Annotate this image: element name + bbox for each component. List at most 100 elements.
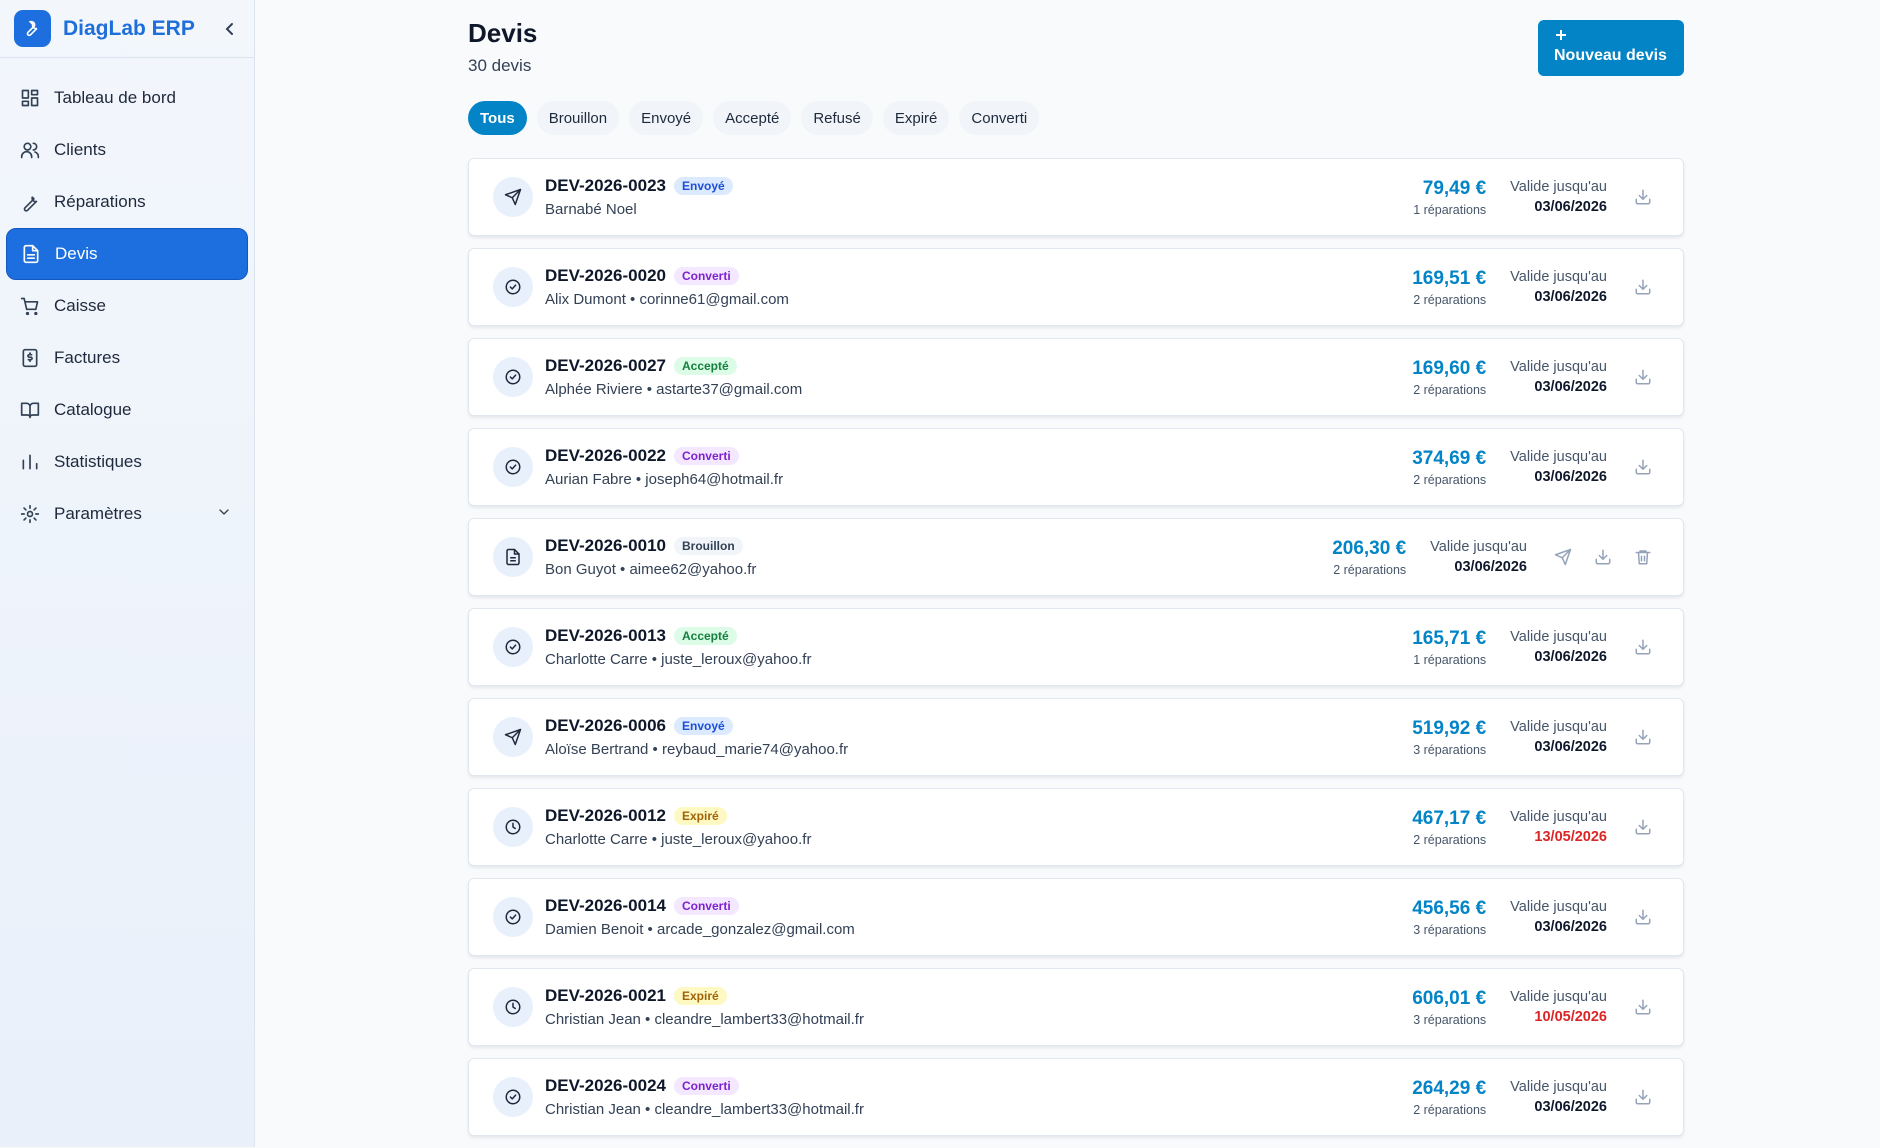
download-button[interactable] [1623, 987, 1663, 1027]
validity: Valide jusqu'au 13/05/2026 [1510, 809, 1607, 845]
nav-item[interactable]: Catalogue [6, 384, 248, 436]
quote-list: DEV-2026-0023 Envoyé Barnabé Noel 79,49 € 1 … [468, 158, 1684, 1148]
download-button[interactable] [1623, 447, 1663, 487]
quote-info: DEV-2026-0012 Expiré Charlotte Carre • jus… [545, 806, 1412, 848]
brand-logo [14, 10, 51, 47]
status-icon [493, 447, 533, 487]
repair-count: 1 réparations [1413, 652, 1487, 667]
valid-label: Valide jusqu'au [1510, 809, 1607, 825]
status-icon [493, 1077, 533, 1117]
nav-item[interactable]: Réparations [6, 176, 248, 228]
filter-tab[interactable]: Brouillon [536, 101, 620, 135]
filter-tab[interactable]: Converti [959, 101, 1040, 135]
actions [1623, 987, 1663, 1027]
nav-item[interactable]: Clients [6, 124, 248, 176]
filter-tab[interactable]: Expiré [882, 101, 950, 135]
quote-card[interactable]: DEV-2026-0022 Converti Aurian Fabre • jose… [468, 428, 1684, 506]
download-button[interactable] [1623, 897, 1663, 937]
quote-number: DEV-2026-0014 [545, 896, 666, 915]
nav-item[interactable]: Factures [6, 332, 248, 384]
quote-card[interactable]: DEV-2026-0014 Converti Damien Benoit • arc… [468, 878, 1684, 956]
valid-label: Valide jusqu'au [1510, 719, 1607, 735]
repair-count: 2 réparations [1333, 562, 1407, 577]
quote-info: DEV-2026-0022 Converti Aurian Fabre • jose… [545, 446, 1412, 488]
quote-number: DEV-2026-0013 [545, 626, 666, 645]
quote-card[interactable]: DEV-2026-0027 Accepté Alphée Riviere • ast… [468, 338, 1684, 416]
nav: Tableau de bord Clients Réparations Devis Ca… [0, 58, 254, 540]
quote-header: DEV-2026-0013 Accepté [545, 626, 1412, 646]
icon [505, 279, 521, 295]
download-button[interactable] [1623, 267, 1663, 307]
quote-card[interactable]: DEV-2026-0012 Expiré Charlotte Carre • jus… [468, 788, 1684, 866]
quote-number: DEV-2026-0021 [545, 986, 666, 1005]
status-badge: Converti [673, 897, 739, 915]
client-contact: Barnabé Noel [545, 201, 637, 218]
actions [1623, 447, 1663, 487]
quote-number: DEV-2026-0024 [545, 1076, 666, 1095]
quote-header: DEV-2026-0006 Envoyé [545, 716, 1412, 736]
filter-tabs: Tous Brouillon Envoyé Accepté Refusé Expiré Co… [468, 101, 1040, 135]
icon [1635, 189, 1651, 205]
nav-item[interactable]: Statistiques [6, 436, 248, 488]
download-button[interactable] [1623, 627, 1663, 667]
valid-date: 03/06/2026 [1454, 559, 1527, 575]
status-badge: Expiré [673, 987, 727, 1005]
quote-header: DEV-2026-0020 Converti [545, 266, 1412, 286]
repair-count: 3 réparations [1413, 742, 1487, 757]
icon [20, 402, 40, 419]
nav-item[interactable]: Devis [6, 228, 248, 280]
icon [23, 244, 39, 264]
download-button[interactable] [1583, 537, 1623, 577]
repair-count: 2 réparations [1413, 1102, 1487, 1117]
client-contact: Damien Benoit • arcade_gonzalez@gmail.co… [545, 921, 855, 938]
icon [1595, 549, 1611, 565]
filter-tab[interactable]: Accepté [713, 101, 792, 135]
delete-button[interactable] [1623, 537, 1663, 577]
repair-count: 3 réparations [1413, 1012, 1487, 1027]
valid-label: Valide jusqu'au [1510, 449, 1607, 465]
amount: 467,17 € [1412, 807, 1487, 829]
nav-item[interactable]: Tableau de bord [6, 72, 248, 124]
send-button[interactable] [1543, 537, 1583, 577]
filter-tab[interactable]: Envoyé [629, 101, 704, 135]
nav-item[interactable]: Caisse [6, 280, 248, 332]
quote-count: 30 devis [468, 56, 532, 75]
nav-label: Statistiques [54, 452, 142, 471]
quote-info: DEV-2026-0021 Expiré Christian Jean • clea… [545, 986, 1412, 1028]
quote-card[interactable]: DEV-2026-0024 Converti Christian Jean • cl… [468, 1058, 1684, 1136]
client-contact: Christian Jean • cleandre_lambert33@hotm… [545, 1011, 864, 1028]
amount: 606,01 € [1412, 987, 1487, 1009]
nav-item[interactable]: Paramètres [6, 488, 248, 540]
status-badge: Expiré [673, 807, 727, 825]
quote-card[interactable]: DEV-2026-0021 Expiré Christian Jean • clea… [468, 968, 1684, 1046]
valid-date: 03/06/2026 [1534, 379, 1607, 395]
nav-chevron [216, 504, 232, 525]
quote-card[interactable]: DEV-2026-0006 Envoyé Aloïse Bertrand • rey… [468, 698, 1684, 776]
icon [505, 369, 521, 385]
nav-label: Tableau de bord [54, 88, 176, 107]
repair-count: 2 réparations [1413, 292, 1487, 307]
filter-tab[interactable]: Refusé [801, 101, 873, 135]
icon [1635, 909, 1651, 925]
icon [506, 548, 520, 566]
quote-card[interactable]: DEV-2026-0020 Converti Alix Dumont • corin… [468, 248, 1684, 326]
download-button[interactable] [1623, 717, 1663, 757]
icon [504, 188, 522, 206]
quote-info: DEV-2026-0013 Accepté Charlotte Carre • ju… [545, 626, 1412, 668]
download-button[interactable] [1623, 177, 1663, 217]
quote-header: DEV-2026-0022 Converti [545, 446, 1412, 466]
amount-block: 206,30 € 2 réparations [1332, 538, 1406, 577]
icon [219, 508, 229, 515]
quote-card[interactable]: DEV-2026-0023 Envoyé Barnabé Noel 79,49 € 1 … [468, 158, 1684, 236]
quote-card[interactable]: DEV-2026-0013 Accepté Charlotte Carre • ju… [468, 608, 1684, 686]
new-quote-button[interactable]: Nouveau devis [1538, 20, 1684, 76]
amount-block: 264,29 € 2 réparations [1412, 1078, 1486, 1117]
collapse-button[interactable] [214, 19, 254, 39]
download-button[interactable] [1623, 807, 1663, 847]
icon [505, 999, 521, 1015]
download-button[interactable] [1623, 1077, 1663, 1117]
download-button[interactable] [1623, 357, 1663, 397]
quote-card[interactable]: DEV-2026-0010 Brouillon Bon Guyot • aimee6… [468, 518, 1684, 596]
filter-tab[interactable]: Tous [468, 101, 527, 135]
quote-header: DEV-2026-0027 Accepté [545, 356, 1412, 376]
